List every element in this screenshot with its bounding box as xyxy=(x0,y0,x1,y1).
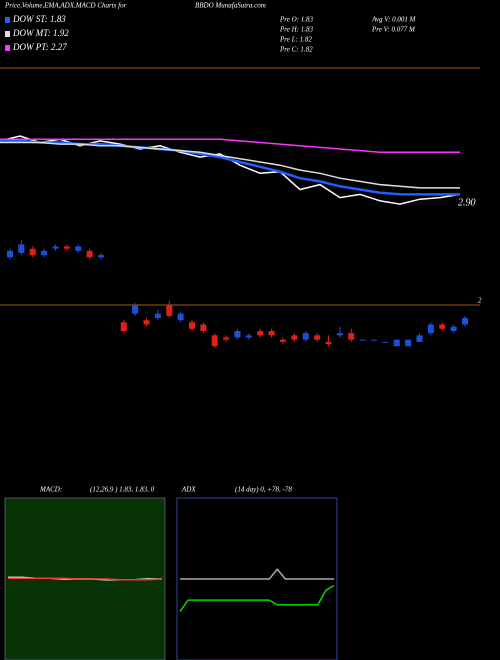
series-line xyxy=(180,568,334,580)
candle-body xyxy=(52,246,59,249)
candle-body xyxy=(223,337,230,340)
candle-body xyxy=(359,339,366,341)
info-label: Avg V: 0.001 M xyxy=(371,16,417,24)
info-label: Pre O: 1.83 xyxy=(279,16,313,24)
candle-body xyxy=(143,320,150,325)
candle-body xyxy=(166,305,173,316)
legend-label: DOW PT: 2.27 xyxy=(12,42,67,52)
legend-label: DOW MT: 1.92 xyxy=(12,28,69,38)
candle-body xyxy=(325,341,332,344)
candle-body xyxy=(63,246,70,249)
candle-body xyxy=(291,335,298,340)
info-label: Pre C: 1.82 xyxy=(279,46,313,54)
candle-body xyxy=(371,339,377,341)
candle-body xyxy=(154,313,161,318)
candle-body xyxy=(257,331,264,336)
candle-body xyxy=(427,324,434,334)
candle-body xyxy=(302,333,309,340)
candle-body xyxy=(18,244,25,253)
candle-body xyxy=(98,255,104,258)
candle-body xyxy=(41,250,48,256)
candle-body xyxy=(7,250,13,258)
candle-body xyxy=(382,341,389,343)
price-label: 2.90 xyxy=(458,197,476,208)
candle-body xyxy=(314,335,321,340)
candle-body xyxy=(200,324,207,331)
candle-body xyxy=(268,331,275,336)
candle-body xyxy=(280,339,286,342)
legend-swatch xyxy=(5,31,10,37)
candle-body xyxy=(439,324,446,329)
macd-subtitle: (12,26,9 ) 1.83, 1.83, 0 xyxy=(90,486,155,494)
info-label: Pre L: 1.82 xyxy=(279,36,312,44)
y-tick-label: 2 xyxy=(478,297,482,305)
candle-body xyxy=(405,339,412,347)
candle-body xyxy=(416,335,423,342)
candle-body xyxy=(189,322,195,329)
chart-subtitle: BBDO MunafaSutra.com xyxy=(195,2,266,10)
legend-swatch xyxy=(5,17,10,23)
macd-title: MACD: xyxy=(39,486,62,494)
info-label: Pre H: 1.83 xyxy=(279,26,313,34)
legend-swatch xyxy=(5,45,10,51)
series-line xyxy=(8,577,163,581)
candle-body xyxy=(211,335,218,347)
candle-body xyxy=(75,246,82,251)
chart-title: Price,Volume,EMA,ADX,MACD Charts for xyxy=(4,2,127,10)
info-label: Pre V: 0.077 M xyxy=(371,26,416,34)
candle-body xyxy=(336,333,343,336)
adx-subtitle: (14 day) 0, +78, -78 xyxy=(235,486,292,494)
candle-body xyxy=(245,335,252,338)
candle-body xyxy=(120,322,127,331)
candle-body xyxy=(234,331,241,338)
candle-body xyxy=(86,250,93,258)
series-line xyxy=(0,138,460,153)
series-line xyxy=(0,141,460,189)
candle-body xyxy=(393,339,400,347)
series-line xyxy=(179,584,335,612)
candle-body xyxy=(132,305,139,314)
candle-body xyxy=(462,318,468,325)
candle-body xyxy=(450,326,457,331)
adx-title: ADX xyxy=(181,486,196,494)
candle-body xyxy=(348,333,355,340)
candle-body xyxy=(177,313,184,321)
legend-label: DOW ST: 1.83 xyxy=(12,14,66,24)
candle-body xyxy=(29,248,36,256)
